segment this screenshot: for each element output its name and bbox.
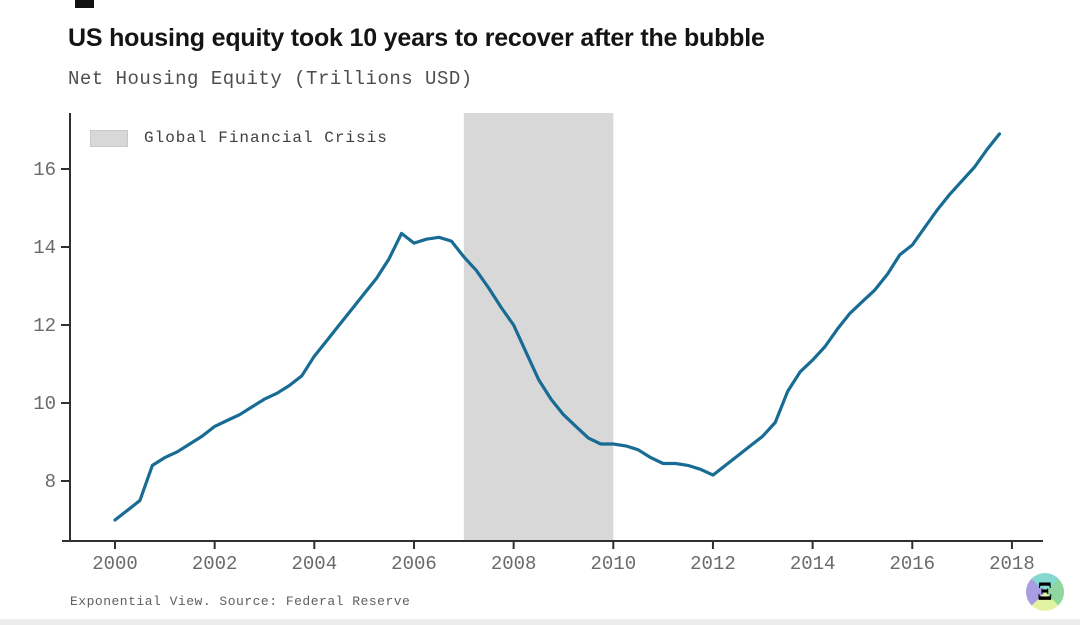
x-tick-label: 2012 bbox=[690, 553, 736, 575]
y-tick-label: 10 bbox=[33, 393, 56, 415]
logo-glyph: Ξ bbox=[1037, 577, 1053, 606]
x-tick-label: 2004 bbox=[292, 553, 338, 575]
page-title: US housing equity took 10 years to recov… bbox=[68, 24, 765, 52]
exponential-view-logo: Ξ bbox=[1026, 573, 1064, 611]
chart-subtitle: Net Housing Equity (Trillions USD) bbox=[68, 68, 473, 90]
x-tick-label: 2014 bbox=[790, 553, 836, 575]
x-tick-label: 2018 bbox=[989, 553, 1035, 575]
x-tick-label: 2002 bbox=[192, 553, 238, 575]
x-tick-label: 2008 bbox=[491, 553, 537, 575]
y-tick-label: 8 bbox=[45, 471, 56, 493]
video-artifact-mark bbox=[75, 0, 94, 8]
x-tick-label: 2000 bbox=[92, 553, 138, 575]
y-tick-label: 12 bbox=[33, 315, 56, 337]
x-tick-label: 2006 bbox=[391, 553, 437, 575]
legend: Global Financial Crisis bbox=[90, 129, 388, 147]
equity-line bbox=[113, 132, 1002, 522]
bottom-strip bbox=[0, 619, 1080, 625]
y-tick-label: 16 bbox=[33, 159, 56, 181]
source-attribution: Exponential View. Source: Federal Reserv… bbox=[70, 594, 411, 609]
gfc-band bbox=[463, 113, 614, 541]
legend-swatch-gfc-band bbox=[90, 129, 128, 147]
x-tick-label: 2010 bbox=[590, 553, 636, 575]
legend-label: Global Financial Crisis bbox=[144, 129, 388, 147]
x-tick-label: 2016 bbox=[889, 553, 935, 575]
y-tick-label: 14 bbox=[33, 237, 56, 259]
